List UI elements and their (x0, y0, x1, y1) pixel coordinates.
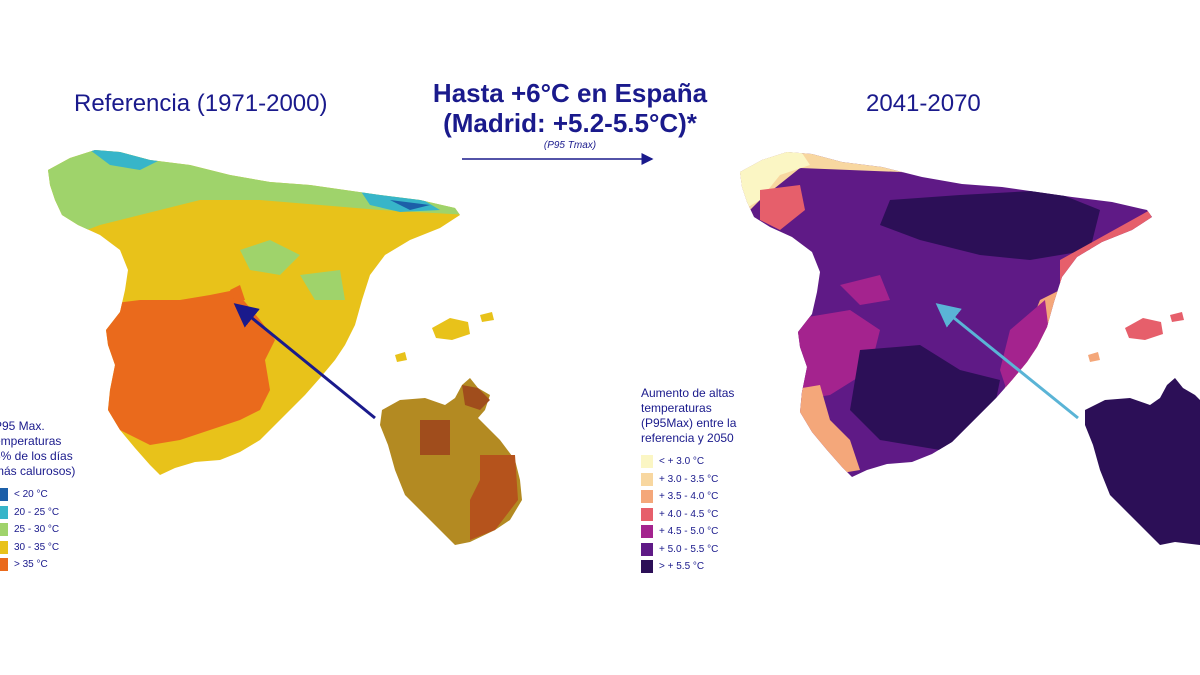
legend-item: 30 - 35 °C (0, 539, 59, 557)
legend-label: + 3.5 - 4.0 °C (659, 491, 719, 503)
left-madrid-inset (380, 378, 522, 545)
legend-label: 20 - 25 °C (14, 506, 60, 518)
headline-line1: Hasta +6°C en España (432, 78, 708, 108)
right-madrid-inset (1085, 378, 1200, 545)
legend-swatch (641, 525, 653, 539)
right-legend-title: Aumento de altas temperaturas (P95Max) e… (641, 386, 736, 446)
left-legend-title: P95 Max. emperaturas 5% de los días más … (0, 419, 75, 479)
legend-label: + 4.0 - 4.5 °C (659, 508, 719, 520)
legend-swatch (0, 505, 8, 519)
legend-label: < + 3.0 °C (659, 456, 705, 468)
left-legend-title-line2: emperaturas (0, 434, 62, 448)
right-spain-map (740, 152, 1200, 545)
legend-swatch (641, 560, 653, 574)
legend-swatch (0, 558, 8, 572)
right-legend-title-line4: referencia y 2050 (641, 431, 734, 445)
legend-label: 25 - 30 °C (14, 524, 60, 536)
left-legend-title-line3: 5% de los días (0, 449, 73, 463)
right-legend-title-line1: Aumento de altas (641, 386, 735, 400)
legend-swatch (0, 523, 8, 537)
legend-item: + 4.5 - 5.0 °C (641, 523, 718, 541)
left-map-title: Referencia (1971-2000) (74, 90, 328, 117)
right-legend-title-line2: temperaturas (641, 401, 712, 415)
right-map-title: 2041-2070 (866, 90, 981, 117)
legend-label: + 3.0 - 3.5 °C (659, 473, 719, 485)
legend-item: + 3.5 - 4.0 °C (641, 488, 718, 506)
legend-label: > + 5.5 °C (659, 561, 705, 573)
legend-item: 25 - 30 °C (0, 521, 59, 539)
legend-item: + 3.0 - 3.5 °C (641, 471, 718, 489)
legend-swatch (641, 472, 653, 486)
legend-item: + 4.0 - 4.5 °C (641, 506, 718, 524)
left-legend: < 20 °C 20 - 25 °C 25 - 30 °C 30 - 35 °C… (0, 486, 59, 574)
left-legend-title-line1: P95 Max. (0, 419, 45, 433)
legend-swatch (641, 490, 653, 504)
subheadline: (P95 Tmax) (543, 140, 597, 151)
legend-swatch (0, 488, 8, 502)
legend-item: + 5.0 - 5.5 °C (641, 541, 718, 559)
legend-swatch (641, 455, 653, 469)
legend-label: < 20 °C (14, 489, 48, 501)
headline: Hasta +6°C en España (Madrid: +5.2-5.5°C… (420, 78, 720, 138)
legend-label: + 4.5 - 5.0 °C (659, 526, 719, 538)
legend-swatch (0, 540, 8, 554)
legend-item: < 20 °C (0, 486, 59, 504)
legend-swatch (641, 542, 653, 556)
legend-item: > + 5.5 °C (641, 558, 718, 576)
left-legend-title-line4: más calurosos) (0, 464, 76, 478)
legend-swatch (641, 507, 653, 521)
legend-label: + 5.0 - 5.5 °C (659, 543, 719, 555)
left-spain-map (48, 150, 522, 545)
headline-line2: (Madrid: +5.2-5.5°C)* (443, 108, 697, 138)
legend-label: 30 - 35 °C (14, 541, 60, 553)
legend-item: > 35 °C (0, 556, 59, 574)
legend-item: < + 3.0 °C (641, 453, 718, 471)
legend-item: 20 - 25 °C (0, 504, 59, 522)
right-legend-title-line3: (P95Max) entre la (641, 416, 737, 430)
right-legend: < + 3.0 °C + 3.0 - 3.5 °C + 3.5 - 4.0 °C… (641, 453, 718, 576)
legend-label: > 35 °C (14, 559, 48, 571)
